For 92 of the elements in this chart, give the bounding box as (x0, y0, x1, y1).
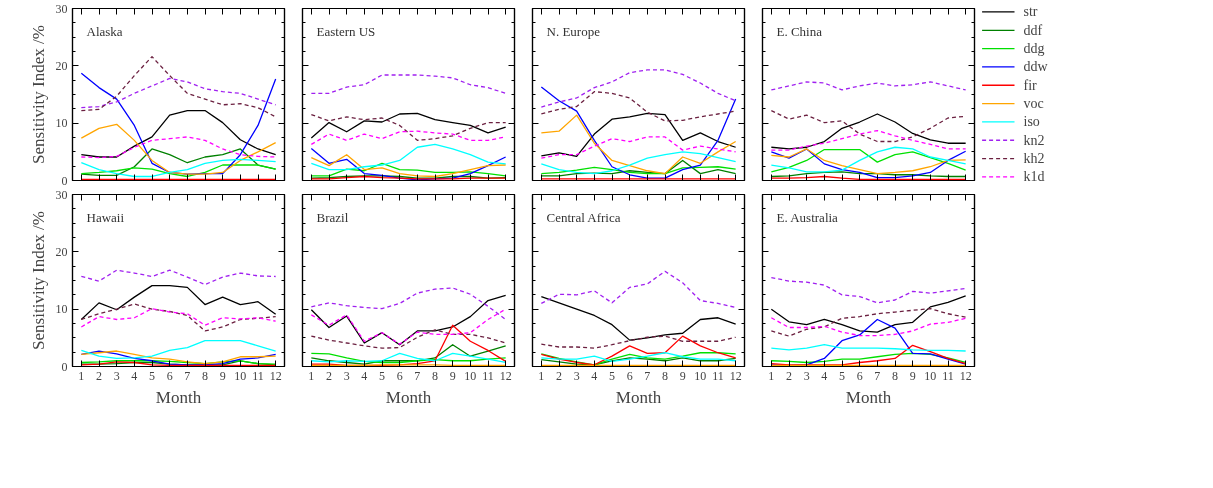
x-tick-label: 12 (499, 368, 512, 383)
x-tick-label: 7 (644, 368, 651, 383)
x-tick-label: 3 (573, 368, 580, 383)
text: Brazil (316, 209, 349, 225)
text: E. Australia (776, 209, 839, 225)
y-tick-label: 20 (55, 58, 68, 73)
x-tick-label: 4 (821, 368, 828, 383)
x-tick-label: 12 (729, 368, 742, 383)
x-tick-label: 4 (591, 368, 598, 383)
x-tick-label: 3 (343, 368, 350, 383)
x-axis-title: Month (155, 387, 202, 407)
x-tick-label: 1 (768, 368, 775, 383)
x-tick-label: 8 (892, 368, 898, 383)
x-tick-label: 11 (482, 368, 494, 383)
y-axis-title: Sensitivity Index /% (28, 25, 48, 164)
y-tick-label: 30 (55, 1, 68, 16)
x-axis-title: Month (385, 387, 432, 407)
legend-label: kh2 (1023, 151, 1045, 167)
legend-label: ddw (1023, 59, 1049, 75)
x-tick-label: 5 (839, 368, 845, 383)
line-series (80, 164, 277, 178)
legend-label: kn2 (1023, 132, 1045, 148)
x-tick-label: 10 (464, 368, 477, 383)
line-series (80, 123, 277, 175)
x-tick-label: 11 (712, 368, 724, 383)
line-series (80, 56, 277, 118)
text: Eastern US (316, 23, 376, 39)
x-tick-label: 10 (924, 368, 937, 383)
x-tick-label: 1 (308, 368, 315, 383)
y-tick-label: 20 (55, 244, 68, 259)
y-tick-label: 10 (55, 116, 68, 131)
text: Hawaii (86, 209, 125, 225)
line-series (80, 340, 277, 360)
x-tick-label: 3 (113, 368, 120, 383)
text: N. Europe (546, 23, 601, 39)
x-tick-label: 12 (959, 368, 972, 383)
x-tick-label: 9 (909, 368, 916, 383)
legend-label: iso (1023, 114, 1040, 130)
line-series (80, 269, 277, 286)
x-tick-label: 10 (694, 368, 707, 383)
y-tick-label: 0 (61, 359, 68, 374)
legend-label: k1d (1023, 169, 1045, 185)
x-tick-label: 6 (856, 368, 863, 383)
x-tick-label: 6 (626, 368, 633, 383)
legend-label: ddg (1023, 41, 1045, 57)
x-axis-title: Month (845, 387, 892, 407)
legend-label: voc (1023, 96, 1044, 112)
y-tick-label: 30 (55, 187, 68, 202)
legend-label: str (1023, 4, 1038, 20)
y-tick-label: 10 (55, 302, 68, 317)
legend-label: ddf (1023, 22, 1043, 38)
line-series (80, 109, 277, 158)
x-tick-label: 10 (234, 368, 247, 383)
x-tick-label: 9 (219, 368, 226, 383)
x-tick-label: 2 (556, 368, 562, 383)
x-tick-label: 2 (326, 368, 332, 383)
x-tick-label: 2 (96, 368, 102, 383)
x-tick-label: 8 (432, 368, 438, 383)
x-tick-label: 12 (269, 368, 282, 383)
x-tick-label: 8 (662, 368, 668, 383)
x-tick-label: 2 (786, 368, 792, 383)
line-series (80, 72, 277, 175)
x-tick-label: 1 (78, 368, 85, 383)
x-tick-label: 5 (609, 368, 615, 383)
line-series (80, 285, 277, 321)
x-tick-label: 5 (379, 368, 385, 383)
text: E. China (776, 23, 823, 39)
line-series (80, 136, 277, 159)
x-tick-label: 7 (874, 368, 881, 383)
line-series (80, 350, 277, 366)
y-axis-title: Sensitivity Index /% (28, 211, 48, 350)
x-tick-label: 6 (396, 368, 403, 383)
x-tick-label: 4 (361, 368, 368, 383)
x-tick-label: 3 (803, 368, 810, 383)
x-tick-label: 9 (449, 368, 456, 383)
line-series (80, 77, 277, 109)
x-tick-label: 1 (538, 368, 545, 383)
line-series (80, 158, 277, 178)
x-tick-label: 5 (149, 368, 155, 383)
x-tick-label: 11 (942, 368, 954, 383)
x-tick-label: 9 (679, 368, 686, 383)
x-tick-label: 4 (131, 368, 138, 383)
x-tick-label: 7 (184, 368, 191, 383)
x-tick-label: 11 (252, 368, 264, 383)
y-tick-label: 0 (61, 173, 68, 188)
text: Central Africa (546, 209, 621, 225)
text: Alaska (86, 23, 123, 39)
x-tick-label: 6 (166, 368, 173, 383)
x-tick-label: 8 (202, 368, 208, 383)
x-axis-title: Month (615, 387, 662, 407)
x-tick-label: 7 (414, 368, 421, 383)
legend-label: fir (1023, 77, 1038, 93)
